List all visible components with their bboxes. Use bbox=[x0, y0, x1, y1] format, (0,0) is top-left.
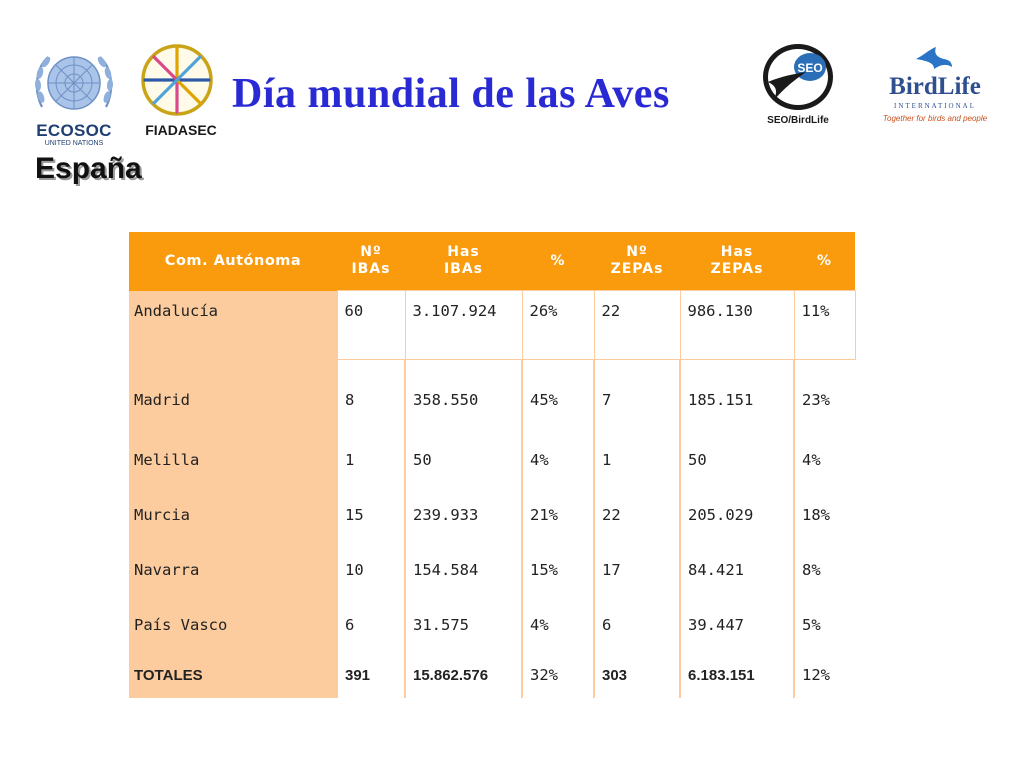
cell-has-ibas: 50 bbox=[404, 432, 522, 487]
totals-row: TOTALES 391 15.862.576 32% 303 6.183.151… bbox=[129, 652, 855, 698]
seo-bird-icon: SEO bbox=[763, 44, 833, 110]
cell-has-zepas: 986.130 bbox=[679, 290, 795, 360]
cell-region: Navarra bbox=[129, 542, 337, 597]
cell-n-zepas: 1 bbox=[593, 432, 680, 487]
iba-zepa-table: Com. Autónoma Nº IBAs Has IBAs % Nº ZEPAs H… bbox=[129, 232, 856, 698]
col-header-has-zepas: Has ZEPAs bbox=[680, 232, 794, 291]
cell-region: Murcia bbox=[129, 487, 337, 542]
cell-pct-zepas: 23% bbox=[793, 359, 855, 432]
table-row: Andalucía 60 3.107.924 26% 22 986.130 11… bbox=[129, 290, 856, 360]
cell-n-ibas: 1 bbox=[336, 432, 405, 487]
birdlife-bird-icon bbox=[916, 47, 952, 69]
data-table: Com. Autónoma Nº IBAs Has IBAs % Nº ZEPAs H… bbox=[129, 232, 856, 698]
birdlife-name: BirdLife bbox=[889, 73, 981, 100]
fiadasec-wheel-icon bbox=[141, 44, 213, 116]
table-row: Melilla 1 50 4% 1 50 4% bbox=[129, 432, 855, 487]
table-row: Murcia 15 239.933 21% 22 205.029 18% bbox=[129, 487, 855, 542]
page-title: Día mundial de las Aves bbox=[232, 71, 670, 117]
cell-n-ibas: 6 bbox=[336, 597, 405, 652]
table-header-row: Com. Autónoma Nº IBAs Has IBAs % Nº ZEPAs H… bbox=[129, 232, 855, 291]
cell-has-ibas: 15.862.576 bbox=[404, 652, 522, 698]
ecosoc-logo: ECOSOC UNITED NATIONS bbox=[26, 45, 122, 150]
seo-name: SEO/BirdLife bbox=[767, 115, 829, 126]
cell-has-zepas: 6.183.151 bbox=[679, 652, 794, 698]
fiadasec-name: FIADASEC bbox=[145, 122, 217, 138]
cell-pct-zepas: 5% bbox=[793, 597, 855, 652]
cell-n-ibas: 391 bbox=[336, 652, 405, 698]
col-header-has-ibas: Has IBAs bbox=[405, 232, 522, 291]
cell-n-zepas: 22 bbox=[593, 290, 681, 360]
cell-region: Andalucía bbox=[129, 290, 337, 360]
cell-pct-ibas: 32% bbox=[521, 652, 594, 698]
cell-has-ibas: 154.584 bbox=[404, 542, 522, 597]
cell-n-zepas: 7 bbox=[593, 359, 680, 432]
cell-region: País Vasco bbox=[129, 597, 337, 652]
cell-pct-zepas: 11% bbox=[793, 290, 856, 360]
un-emblem-icon bbox=[34, 56, 114, 110]
col-header-n-ibas: Nº IBAs bbox=[337, 232, 405, 291]
cell-has-ibas: 3.107.924 bbox=[404, 290, 523, 360]
seo-badge: SEO bbox=[797, 61, 822, 75]
birdlife-tagline: Together for birds and people bbox=[882, 114, 988, 123]
cell-pct-zepas: 4% bbox=[793, 432, 855, 487]
col-header-com-autonoma: Com. Autónoma bbox=[129, 232, 337, 291]
cell-has-zepas: 185.151 bbox=[679, 359, 794, 432]
cell-n-ibas: 8 bbox=[336, 359, 405, 432]
cell-region: Melilla bbox=[129, 432, 337, 487]
seo-birdlife-logo: SEO SEO/BirdLife bbox=[756, 42, 840, 134]
cell-pct-ibas: 4% bbox=[521, 432, 594, 487]
cell-has-ibas: 358.550 bbox=[404, 359, 522, 432]
birdlife-logo: BirdLife INTERNATIONAL Together for bird… bbox=[868, 45, 1002, 130]
cell-has-zepas: 39.447 bbox=[679, 597, 794, 652]
cell-pct-ibas: 45% bbox=[521, 359, 594, 432]
cell-pct-zepas: 8% bbox=[793, 542, 855, 597]
cell-n-ibas: 60 bbox=[336, 290, 406, 360]
cell-has-zepas: 84.421 bbox=[679, 542, 794, 597]
table-row: Navarra 10 154.584 15% 17 84.421 8% bbox=[129, 542, 855, 597]
cell-has-zepas: 50 bbox=[679, 432, 794, 487]
cell-pct-zepas: 18% bbox=[793, 487, 855, 542]
cell-pct-zepas: 12% bbox=[793, 652, 855, 698]
ecosoc-subname: UNITED NATIONS bbox=[44, 140, 104, 147]
cell-n-ibas: 10 bbox=[336, 542, 405, 597]
cell-n-zepas: 6 bbox=[593, 597, 680, 652]
col-header-n-zepas: Nº ZEPAs bbox=[594, 232, 680, 291]
cell-n-zepas: 22 bbox=[593, 487, 680, 542]
cell-has-ibas: 31.575 bbox=[404, 597, 522, 652]
cell-pct-ibas: 4% bbox=[521, 597, 594, 652]
cell-pct-ibas: 21% bbox=[521, 487, 594, 542]
cell-n-zepas: 303 bbox=[593, 652, 680, 698]
cell-pct-ibas: 26% bbox=[521, 290, 595, 360]
cell-n-ibas: 15 bbox=[336, 487, 405, 542]
cell-region: Madrid bbox=[129, 359, 337, 432]
ecosoc-name: ECOSOC bbox=[36, 121, 112, 140]
cell-has-zepas: 205.029 bbox=[679, 487, 794, 542]
cell-has-ibas: 239.933 bbox=[404, 487, 522, 542]
col-header-pct-zepas: % bbox=[794, 232, 855, 291]
birdlife-international: INTERNATIONAL bbox=[894, 102, 976, 110]
cell-n-zepas: 17 bbox=[593, 542, 680, 597]
cell-pct-ibas: 15% bbox=[521, 542, 594, 597]
page-subtitle: España bbox=[35, 152, 142, 185]
table-row: País Vasco 6 31.575 4% 6 39.447 5% bbox=[129, 597, 855, 652]
cell-region: TOTALES bbox=[129, 652, 337, 698]
table-row: Madrid 8 358.550 45% 7 185.151 23% bbox=[129, 359, 855, 432]
fiadasec-logo: FIADASEC bbox=[134, 42, 228, 142]
col-header-pct-ibas: % bbox=[522, 232, 594, 291]
